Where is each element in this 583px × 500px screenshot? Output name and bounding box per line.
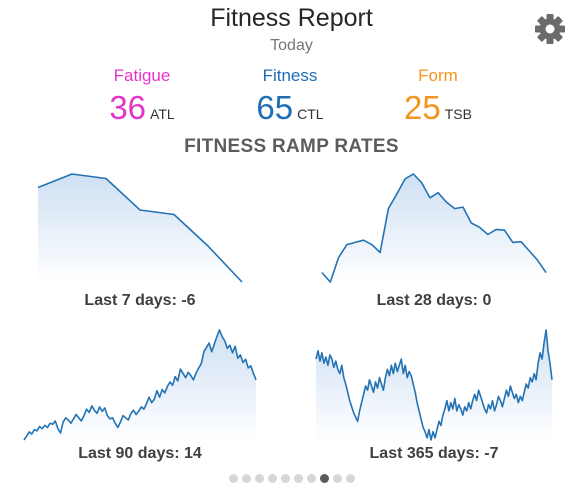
page-dot[interactable]	[306, 474, 316, 484]
series-area	[316, 330, 552, 442]
chart-ramp-7d[interactable]: Last 7 days: -6	[36, 172, 244, 312]
series-area	[322, 174, 546, 284]
chart-plot	[37, 173, 243, 284]
metric-value: 36	[109, 89, 147, 126]
series-area	[38, 174, 242, 284]
chart-ramp-90d[interactable]: Last 90 days: 14	[22, 328, 258, 466]
chart-title: Last 7 days: -6	[84, 292, 196, 309]
page-dot[interactable]	[319, 474, 329, 484]
gear-icon	[535, 14, 565, 44]
metric-label: Form	[418, 66, 458, 85]
section-title: FITNESS RAMP RATES	[184, 136, 399, 157]
metric-fatigue: Fatigue 36 ATL	[67, 66, 217, 127]
metric-unit: CTL	[297, 106, 324, 122]
chart-plot	[321, 173, 547, 284]
metric-value: 65	[256, 89, 294, 126]
page-dot[interactable]	[267, 474, 277, 484]
page-dot[interactable]	[228, 474, 238, 484]
page-subtitle: Today	[270, 37, 313, 54]
metric-unit: TSB	[444, 106, 472, 122]
metric-label: Fatigue	[113, 66, 171, 85]
chart-title: Last 28 days: 0	[376, 292, 492, 309]
chart-plot	[23, 329, 257, 442]
series-line	[37, 173, 243, 283]
page-title: Fitness Report	[210, 4, 373, 32]
metric-label: Fitness	[262, 66, 318, 85]
page-dot[interactable]	[254, 474, 264, 484]
metric-value: 25	[404, 89, 441, 126]
chart-title: Last 365 days: -7	[369, 445, 499, 462]
series-line	[321, 173, 547, 283]
page-dot[interactable]	[345, 474, 355, 484]
series-line	[315, 329, 553, 441]
page-dot[interactable]	[280, 474, 290, 484]
chart-plot	[315, 329, 553, 442]
chart-title: Last 90 days: 14	[78, 445, 202, 462]
page-dot[interactable]	[241, 474, 251, 484]
series-area	[24, 330, 256, 442]
series-line	[23, 329, 257, 441]
page-dot[interactable]	[332, 474, 342, 484]
page-dot[interactable]	[293, 474, 303, 484]
page-indicator	[0, 470, 583, 484]
metric-fitness: Fitness 65 CTL	[215, 66, 365, 127]
settings-button[interactable]	[533, 12, 567, 46]
chart-ramp-28d[interactable]: Last 28 days: 0	[320, 172, 548, 312]
metric-unit: ATL	[150, 106, 175, 122]
metric-form: Form 25 TSB	[363, 66, 513, 127]
chart-ramp-365d[interactable]: Last 365 days: -7	[314, 328, 554, 466]
